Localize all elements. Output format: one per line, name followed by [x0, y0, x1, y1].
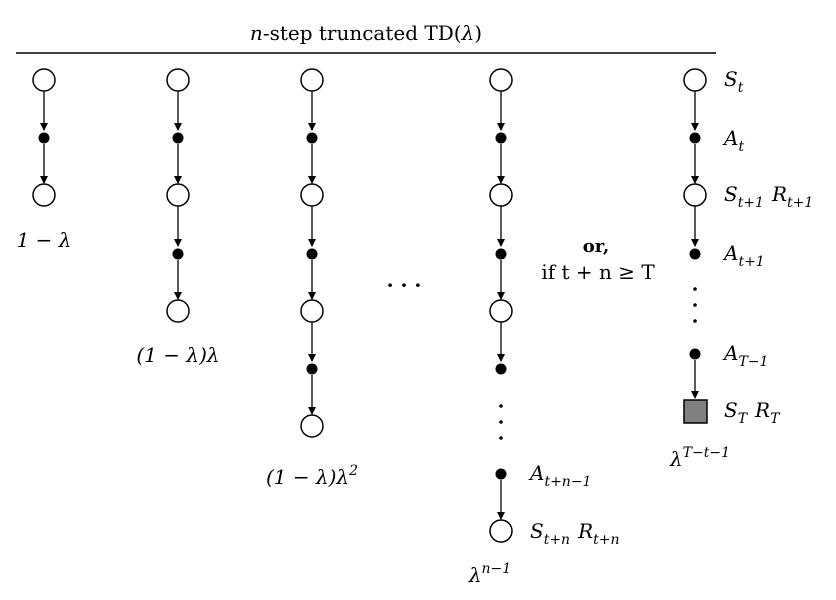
column-2-step: (1 − λ)λ: [136, 68, 220, 367]
action-node: [172, 132, 184, 144]
action-node: [689, 132, 701, 144]
label-a-t: At: [722, 126, 744, 155]
action-node: [306, 132, 318, 144]
column-terminal: St At St+1 Rt+1 At+1 AT−1 ST RT λT−t−1: [669, 67, 813, 471]
action-node: [495, 132, 507, 144]
vertical-ellipsis-dot: [693, 303, 697, 307]
condition-or: or,: [583, 236, 609, 257]
action-node: [689, 348, 701, 360]
state-node: [489, 183, 513, 207]
state-node: [300, 299, 324, 323]
action-node: [689, 248, 701, 260]
terminal-state-node: [683, 399, 708, 424]
label-a-t-n-1: At+n−1: [528, 461, 591, 490]
vertical-ellipsis-dot: [499, 404, 503, 408]
action-node: [306, 248, 318, 260]
column-1-step: 1 − λ: [17, 68, 72, 252]
weight-label-3: (1 − λ)λ2: [266, 463, 358, 489]
state-node: [32, 183, 56, 207]
state-node: [32, 68, 56, 92]
diagram-title: n-step truncated TD(λ): [250, 21, 482, 45]
vertical-ellipsis-dot: [499, 436, 503, 440]
action-node: [495, 468, 507, 480]
column-3-step: (1 − λ)λ2: [266, 68, 358, 489]
state-node: [166, 299, 190, 323]
state-node: [683, 183, 707, 207]
label-s-t: St: [724, 67, 744, 96]
label-s-t-n: St+n Rt+n: [530, 519, 620, 548]
state-node: [489, 519, 513, 543]
state-node: [300, 68, 324, 92]
column-n-step: At+n−1 St+n Rt+n λn−1: [468, 68, 620, 587]
state-node: [683, 68, 707, 92]
vertical-ellipsis-dot: [693, 319, 697, 323]
weight-label-T: λT−t−1: [669, 445, 730, 471]
vertical-ellipsis-dot: [693, 287, 697, 291]
state-node: [166, 183, 190, 207]
condition-if: if t + n ≥ T: [541, 260, 655, 284]
weight-label-1: 1 − λ: [17, 228, 72, 252]
label-a-T1: AT−1: [722, 341, 768, 370]
weight-label-2: (1 − λ)λ: [136, 343, 219, 367]
state-node: [166, 68, 190, 92]
state-node: [300, 414, 324, 438]
state-node: [300, 183, 324, 207]
action-node: [495, 363, 507, 375]
ellipsis: · · ·: [387, 273, 422, 297]
state-node: [489, 68, 513, 92]
label-a-t1: At+1: [722, 241, 765, 270]
label-s-T-r-T: ST RT: [724, 398, 781, 427]
label-s-t1-r-t1: St+1 Rt+1: [724, 182, 813, 211]
action-node: [38, 132, 50, 144]
action-node: [306, 363, 318, 375]
action-node: [172, 248, 184, 260]
state-node: [489, 299, 513, 323]
action-node: [495, 248, 507, 260]
weight-label-n: λn−1: [468, 561, 511, 587]
vertical-ellipsis-dot: [499, 420, 503, 424]
